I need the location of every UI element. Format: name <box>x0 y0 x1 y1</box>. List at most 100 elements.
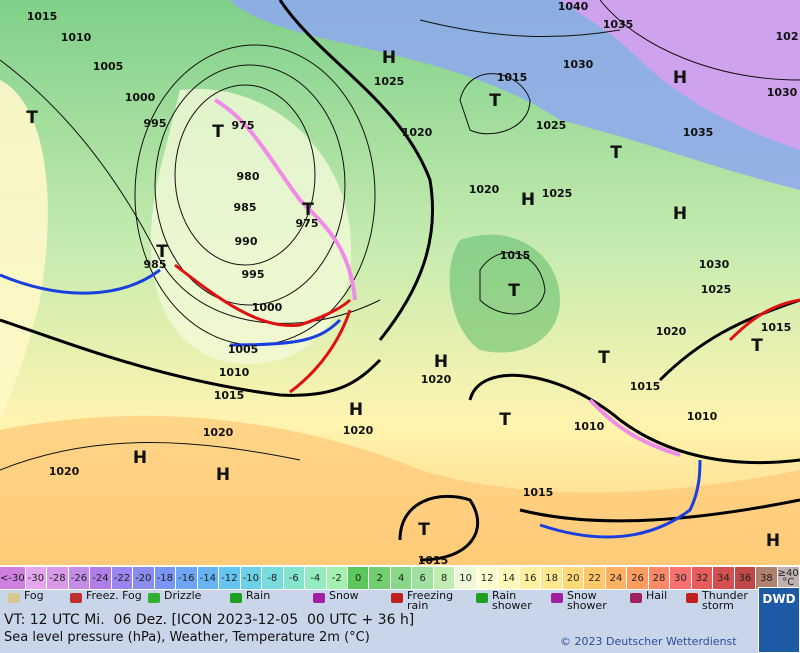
scale-cell: 12 <box>476 567 499 589</box>
scale-cell: 8 <box>433 567 456 589</box>
valid-time: VT: 12 UTC Mi. 06 Dez. [ICON 2023-12-05 … <box>4 612 415 628</box>
scale-cell: 36 <box>734 567 757 589</box>
isobar-label: 1020 <box>203 426 234 439</box>
weather-label: Drizzle <box>164 589 202 602</box>
weather-icon <box>70 593 82 603</box>
isobar-label: 1025 <box>542 187 573 200</box>
isobar <box>154 64 346 306</box>
isobar-label: 975 <box>232 119 255 132</box>
scale-cell: 34 <box>713 567 735 589</box>
cold-front <box>0 268 161 295</box>
pressure-center: T <box>499 410 511 430</box>
weather-legend-item: Rain <box>230 589 316 603</box>
isobar-label: 1025 <box>536 119 567 132</box>
weather-icon <box>630 593 642 603</box>
pressure-center: T <box>418 520 430 540</box>
scale-cell: -10 <box>240 567 263 589</box>
isobar-label: 980 <box>237 170 260 183</box>
weather-label: Freezing rain <box>407 589 454 612</box>
isobar <box>0 59 381 324</box>
weather-legend-item: Freez. Fog <box>70 590 146 603</box>
cold-front <box>229 318 342 347</box>
pressure-center: H <box>216 465 230 485</box>
pressure-center: T <box>508 281 520 301</box>
warm-front <box>174 263 352 394</box>
isobar-label: 1040 <box>558 0 589 13</box>
logo-text: DWD <box>762 592 796 606</box>
pressure-center: H <box>382 48 396 68</box>
scale-cell: <-30 <box>0 567 26 589</box>
weather-label: Rain <box>246 589 271 602</box>
isobar-label: 1015 <box>630 380 661 393</box>
scale-cell: -12 <box>219 567 241 589</box>
scale-cell: 22 <box>584 567 606 589</box>
weather-label: Hail <box>646 589 668 602</box>
occlusion <box>214 98 357 301</box>
scale-cell: -22 <box>111 567 134 589</box>
isobar-label: 995 <box>242 268 265 281</box>
pressure-center: H <box>349 400 363 420</box>
scale-cell: 18 <box>541 567 563 589</box>
scale-cell: 6 <box>412 567 434 589</box>
temperature-scale: <-30 -30 -28 -26 -24 -22 -20 -18 -16 -14 -12 -10 -8-… <box>0 567 800 589</box>
weather-legend-item: Hail <box>630 589 696 603</box>
isobar-label: 1010 <box>219 366 250 379</box>
isobar-label: 1010 <box>574 420 605 433</box>
isobar-label: 985 <box>234 201 257 214</box>
pressure-center: T <box>212 122 224 142</box>
scale-cell: -28 <box>47 567 69 589</box>
isobar-1020 <box>278 0 434 341</box>
scale-cell: 32 <box>691 567 714 589</box>
main-isobars <box>0 0 800 562</box>
isobar-label: 995 <box>144 117 167 130</box>
isobar-label: 975 <box>296 217 319 230</box>
subtitle: Sea level pressure (hPa), Weather, Tempe… <box>4 630 370 645</box>
pressure-center: H <box>133 448 147 468</box>
scale-cell: -18 <box>154 567 177 589</box>
very-cold-area <box>560 0 800 150</box>
isobar-label: 1015 <box>27 10 58 23</box>
isobar-label: 1020 <box>656 325 687 338</box>
weather-icon <box>551 593 563 603</box>
green-area <box>449 234 560 353</box>
weather-icon <box>476 593 488 603</box>
scale-cell: 4 <box>390 567 413 589</box>
weather-legend: Fog Freez. Fog Drizzle Rain Snow Freezing rai… <box>0 590 800 612</box>
weather-icon <box>391 593 403 603</box>
pressure-center: H <box>434 352 448 372</box>
isobar-label: 1015 <box>500 249 531 262</box>
pressure-center: H <box>766 531 780 551</box>
scale-cell: -8 <box>262 567 284 589</box>
pressure-center: T <box>751 336 763 356</box>
weather-legend-item: Thunder storm <box>686 589 772 612</box>
pressure-center: T <box>489 91 501 111</box>
isobar-label: 1020 <box>49 465 80 478</box>
isobar <box>0 442 301 471</box>
cold-front <box>539 459 702 539</box>
scale-cell: -6 <box>283 567 306 589</box>
weather-legend-item: Snow shower <box>551 590 627 611</box>
scale-cell: ≥40 °C <box>777 567 800 589</box>
weather-label: Fog <box>24 589 44 602</box>
isobar-label: 1015 <box>761 321 792 334</box>
isobar-label: 1035 <box>603 18 634 31</box>
pressure-center: H <box>673 204 687 224</box>
logo: DWD <box>758 587 800 653</box>
footer: VT: 12 UTC Mi. 06 Dez. [ICON 2023-12-05 … <box>0 612 800 653</box>
scale-cell: 24 <box>605 567 628 589</box>
low-center-area <box>150 88 352 364</box>
isobar-label: 1015 <box>214 389 245 402</box>
weather-label: Thunder storm <box>702 589 748 612</box>
isobar-1015-low <box>398 494 480 562</box>
scale-cell: -20 <box>133 567 155 589</box>
isobar-east <box>658 298 800 382</box>
weather-icon <box>8 593 20 603</box>
weather-label: Rain shower <box>492 589 532 612</box>
scale-cell: 28 <box>648 567 671 589</box>
scale-cell: 20 <box>562 567 585 589</box>
scale-cell: -30 <box>25 567 48 589</box>
isobar <box>459 73 531 135</box>
